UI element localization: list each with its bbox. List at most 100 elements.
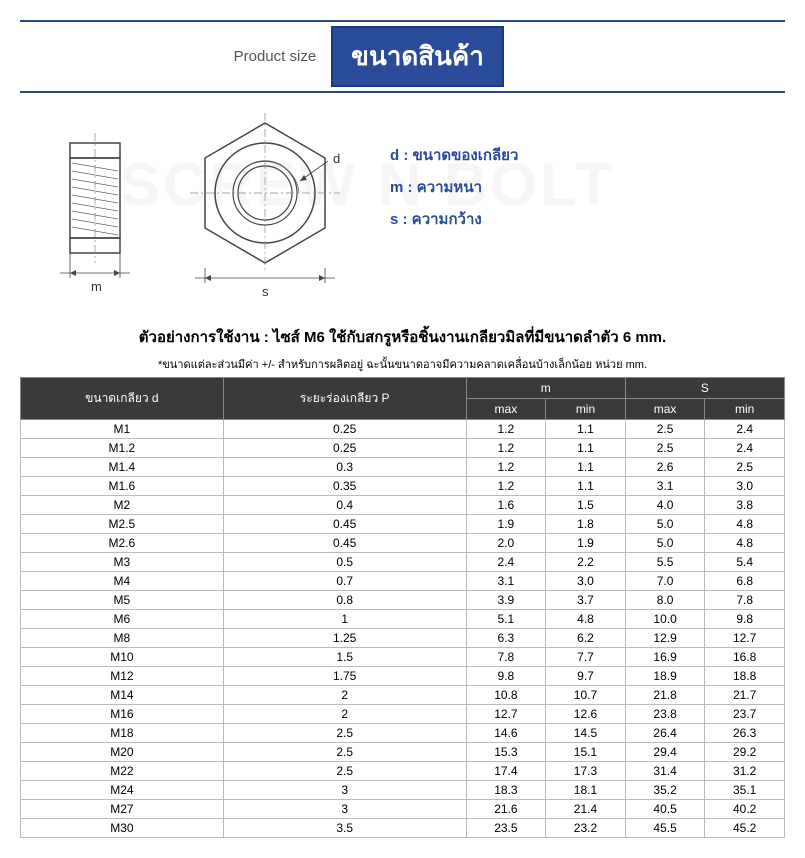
table-cell: 23.8 — [625, 705, 705, 724]
table-cell: 1 — [223, 610, 466, 629]
table-row: M2.60.452.01.95.04.8 — [21, 534, 785, 553]
table-cell: 12.7 — [466, 705, 546, 724]
table-row: M121.759.89.718.918.8 — [21, 667, 785, 686]
table-cell: 2.5 — [625, 420, 705, 439]
table-cell: 7.7 — [546, 648, 626, 667]
th-s-min: min — [705, 399, 785, 420]
table-cell: 18.3 — [466, 781, 546, 800]
table-cell: 3.7 — [546, 591, 626, 610]
example-text: ตัวอย่างการใช้งาน : ไซส์ M6 ใช้กับสกรูหร… — [20, 325, 785, 349]
table-cell: 0.5 — [223, 553, 466, 572]
table-row: M20.41.61.54.03.8 — [21, 496, 785, 515]
table-cell: 1.5 — [546, 496, 626, 515]
table-cell: M4 — [21, 572, 224, 591]
table-cell: 0.25 — [223, 439, 466, 458]
table-cell: 3.8 — [705, 496, 785, 515]
table-cell: 0.3 — [223, 458, 466, 477]
legend-s: s : ความกว้าง — [390, 207, 518, 231]
table-cell: 10.7 — [546, 686, 626, 705]
table-cell: M6 — [21, 610, 224, 629]
table-cell: 1.2 — [466, 458, 546, 477]
table-cell: 12.7 — [705, 629, 785, 648]
table-row: M615.14.810.09.8 — [21, 610, 785, 629]
spec-table: ขนาดเกลียว d ระยะร่องเกลียว P m S max mi… — [20, 377, 785, 838]
table-cell: 7.8 — [705, 591, 785, 610]
table-cell: M1.4 — [21, 458, 224, 477]
table-cell: 1.2 — [466, 477, 546, 496]
table-cell: 35.2 — [625, 781, 705, 800]
table-cell: 3.0 — [705, 477, 785, 496]
product-size-en: Product size — [20, 40, 331, 73]
table-cell: 35.1 — [705, 781, 785, 800]
table-cell: 4.8 — [546, 610, 626, 629]
table-cell: 1.1 — [546, 420, 626, 439]
table-cell: 10.8 — [466, 686, 546, 705]
table-cell: 21.7 — [705, 686, 785, 705]
table-cell: 6.8 — [705, 572, 785, 591]
table-cell: 0.7 — [223, 572, 466, 591]
table-cell: 9.8 — [466, 667, 546, 686]
table-cell: 0.4 — [223, 496, 466, 515]
table-cell: 2.4 — [466, 553, 546, 572]
table-cell: M2 — [21, 496, 224, 515]
table-cell: 4.0 — [625, 496, 705, 515]
table-cell: 9.8 — [705, 610, 785, 629]
table-cell: 1.9 — [546, 534, 626, 553]
table-cell: 0.8 — [223, 591, 466, 610]
table-cell: M3 — [21, 553, 224, 572]
table-row: M222.517.417.331.431.2 — [21, 762, 785, 781]
table-cell: M30 — [21, 819, 224, 838]
th-s-max: max — [625, 399, 705, 420]
table-cell: 2.5 — [223, 724, 466, 743]
table-row: M14210.810.721.821.7 — [21, 686, 785, 705]
table-cell: 40.2 — [705, 800, 785, 819]
table-cell: 2.5 — [625, 439, 705, 458]
table-cell: 12.6 — [546, 705, 626, 724]
table-cell: 23.5 — [466, 819, 546, 838]
table-cell: 26.3 — [705, 724, 785, 743]
table-cell: 16.8 — [705, 648, 785, 667]
table-cell: 0.35 — [223, 477, 466, 496]
table-cell: 2.2 — [546, 553, 626, 572]
table-cell: 29.4 — [625, 743, 705, 762]
table-cell: 1.9 — [466, 515, 546, 534]
table-cell: 2.6 — [625, 458, 705, 477]
table-cell: 2 — [223, 705, 466, 724]
table-row: M202.515.315.129.429.2 — [21, 743, 785, 762]
table-cell: 15.1 — [546, 743, 626, 762]
table-cell: 2.4 — [705, 420, 785, 439]
table-cell: 2.0 — [466, 534, 546, 553]
table-cell: M2.6 — [21, 534, 224, 553]
table-cell: 0.45 — [223, 534, 466, 553]
table-cell: 6.3 — [466, 629, 546, 648]
table-cell: 1.8 — [546, 515, 626, 534]
table-cell: M16 — [21, 705, 224, 724]
legend: d : ขนาดของเกลียว m : ความหนา s : ความกว… — [390, 143, 518, 239]
table-cell: 0.45 — [223, 515, 466, 534]
legend-m: m : ความหนา — [390, 175, 518, 199]
th-m-min: min — [546, 399, 626, 420]
table-cell: 3 — [223, 781, 466, 800]
table-cell: 14.5 — [546, 724, 626, 743]
front-view-diagram: s d — [180, 113, 350, 303]
table-cell: 45.5 — [625, 819, 705, 838]
table-cell: 1.6 — [466, 496, 546, 515]
table-row: M16212.712.623.823.7 — [21, 705, 785, 724]
table-cell: 3.0 — [546, 572, 626, 591]
table-cell: 1.1 — [546, 439, 626, 458]
table-row: M10.251.21.12.52.4 — [21, 420, 785, 439]
table-cell: 7.8 — [466, 648, 546, 667]
table-cell: 18.8 — [705, 667, 785, 686]
table-row: M182.514.614.526.426.3 — [21, 724, 785, 743]
table-body: M10.251.21.12.52.4M1.20.251.21.12.52.4M1… — [21, 420, 785, 838]
table-row: M2.50.451.91.85.04.8 — [21, 515, 785, 534]
table-row: M101.57.87.716.916.8 — [21, 648, 785, 667]
table-cell: 23.2 — [546, 819, 626, 838]
table-cell: M5 — [21, 591, 224, 610]
table-cell: 21.6 — [466, 800, 546, 819]
table-row: M24318.318.135.235.1 — [21, 781, 785, 800]
table-cell: 2.5 — [705, 458, 785, 477]
table-cell: 2.5 — [223, 762, 466, 781]
table-cell: 15.3 — [466, 743, 546, 762]
th-m: m — [466, 378, 625, 399]
